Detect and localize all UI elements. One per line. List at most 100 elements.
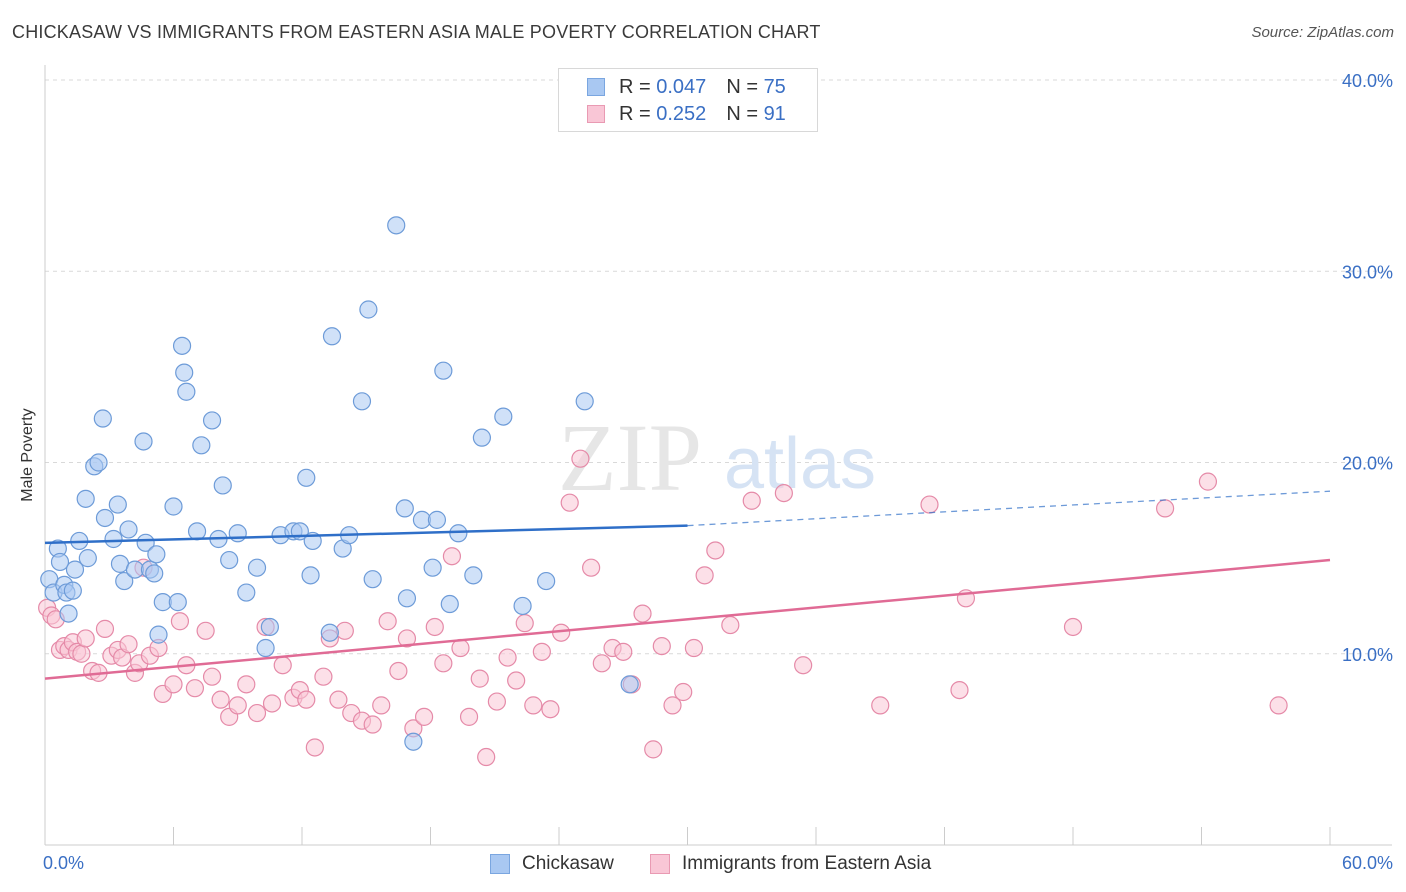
data-point <box>794 656 813 675</box>
data-point <box>633 604 652 623</box>
data-point <box>50 552 70 572</box>
data-point <box>322 327 342 346</box>
data-point <box>247 703 267 723</box>
bottom-legend-swatch-blue <box>490 854 510 874</box>
legend-r-value: 0.252 <box>656 102 707 125</box>
data-point <box>464 566 483 585</box>
legend-n-value: 91 <box>763 102 786 125</box>
data-point <box>477 747 496 767</box>
data-point <box>305 738 324 757</box>
trend-lines <box>44 490 1331 680</box>
data-point <box>202 411 222 430</box>
data-point <box>95 619 115 638</box>
legend-r-label: R = <box>619 102 651 125</box>
data-point <box>273 656 292 675</box>
data-point <box>164 675 183 694</box>
data-point <box>592 654 611 673</box>
data-point <box>532 642 551 661</box>
data-point <box>228 524 247 543</box>
bottom-legend-label: Immigrants from Eastern Asia <box>682 853 932 874</box>
data-point <box>663 696 682 715</box>
data-point <box>442 547 462 566</box>
data-point <box>76 489 95 508</box>
legend-n-value: 75 <box>763 75 786 98</box>
data-point <box>164 497 183 516</box>
trend-line-chickasaw-extension <box>687 490 1331 527</box>
gridlines <box>45 79 1392 655</box>
data-point <box>459 707 479 726</box>
trend-line-chickasaw <box>44 524 688 545</box>
data-point <box>213 476 232 495</box>
data-point <box>63 581 82 600</box>
data-point <box>470 669 489 688</box>
data-point <box>175 363 194 382</box>
data-point <box>78 549 97 568</box>
legend-item-immigrants: R = 0.252 N = 91 <box>587 102 786 126</box>
legend-n-label: N = <box>726 75 758 98</box>
legend-swatch-blue <box>587 78 605 96</box>
axes <box>44 65 1392 846</box>
data-point <box>145 564 164 583</box>
data-point <box>614 642 633 661</box>
data-point <box>560 493 579 512</box>
data-point <box>172 336 192 355</box>
data-point <box>363 715 382 734</box>
data-point <box>684 638 704 658</box>
legend: R = 0.047 N = 75 R = 0.252 N = 91 <box>558 68 818 132</box>
data-point <box>202 667 222 686</box>
data-point <box>389 661 408 681</box>
data-point <box>404 732 423 751</box>
data-point <box>706 541 725 560</box>
data-point <box>1269 696 1288 715</box>
data-point <box>237 583 256 602</box>
data-point <box>524 696 543 715</box>
data-point <box>644 740 663 759</box>
data-point <box>329 690 348 709</box>
data-point <box>359 300 378 319</box>
data-point <box>211 690 230 709</box>
data-point <box>119 635 138 654</box>
data-point <box>147 545 166 564</box>
data-point <box>168 593 187 612</box>
data-point <box>177 382 196 401</box>
data-point <box>440 594 459 614</box>
data-point <box>774 484 793 503</box>
data-point <box>301 566 320 585</box>
bottom-legend-label: Chickasaw <box>522 853 614 874</box>
y-tick-label: 20.0% <box>1342 454 1393 474</box>
data-point <box>93 409 112 428</box>
data-point <box>363 570 382 589</box>
data-point <box>507 671 526 690</box>
data-point <box>1198 472 1218 491</box>
legend-n-label: N = <box>726 102 758 125</box>
data-point <box>119 520 138 539</box>
data-point <box>335 621 354 640</box>
data-point <box>742 491 761 510</box>
data-point <box>620 675 639 694</box>
data-point <box>695 566 714 585</box>
data-point <box>65 560 85 579</box>
data-point <box>487 692 506 711</box>
tick-labels: 10.0% 20.0% 30.0% 40.0% 0.0% 60.0% <box>43 71 1393 873</box>
data-point <box>427 510 447 529</box>
data-point <box>494 407 513 426</box>
data-point <box>237 675 256 694</box>
data-point <box>515 614 534 633</box>
data-point <box>196 621 215 640</box>
data-point <box>297 690 316 709</box>
data-point <box>95 508 115 528</box>
data-point <box>582 558 601 577</box>
data-point <box>187 522 207 541</box>
data-point <box>449 524 468 543</box>
series-chickasaw <box>40 216 639 751</box>
data-point <box>513 596 532 616</box>
data-point <box>228 696 247 715</box>
data-point <box>372 696 391 715</box>
data-point <box>72 644 91 663</box>
data-point <box>1155 499 1175 518</box>
data-point <box>352 392 372 411</box>
data-point <box>674 682 693 702</box>
data-point <box>920 495 939 514</box>
y-tick-label: 10.0% <box>1342 645 1393 665</box>
chart-title: CHICKASAW VS IMMIGRANTS FROM EASTERN ASI… <box>12 22 821 42</box>
